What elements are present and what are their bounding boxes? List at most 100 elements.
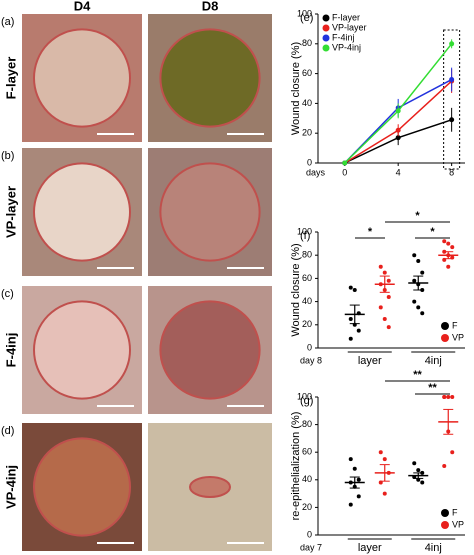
legend-label: VP-4inj: [332, 42, 361, 52]
y-axis-label: Wound closure (%): [290, 42, 302, 135]
panel-letter: (d): [1, 425, 14, 437]
dot: [386, 325, 391, 330]
y-tick-label: 60: [302, 68, 312, 78]
significance-label: *: [415, 210, 420, 222]
row-label: VP-4inj: [3, 465, 18, 509]
legend-marker: [322, 24, 330, 32]
dot: [412, 299, 417, 304]
x-prefix: day 8: [300, 355, 322, 365]
point: [449, 77, 455, 83]
dot: [382, 270, 387, 275]
row-label: F-layer: [3, 57, 18, 100]
legend-label: F-4inj: [332, 32, 355, 42]
dot: [420, 270, 425, 275]
panel-letter: (a): [1, 16, 14, 28]
panel-letter: (g): [300, 395, 313, 407]
y-tick-label: 100: [297, 226, 312, 236]
x-tick-label: 4: [396, 167, 401, 177]
legend-marker: [322, 34, 330, 42]
dot: [356, 494, 361, 499]
dot: [420, 311, 425, 316]
dot: [442, 464, 447, 468]
x-tick-label: 4inj: [425, 542, 442, 554]
dot: [382, 457, 387, 462]
legend-label: F: [452, 507, 458, 517]
y-axis-label: re-epithelialization (%): [290, 412, 302, 521]
dot: [416, 468, 421, 473]
dot: [386, 294, 391, 299]
dot: [356, 477, 361, 482]
dot: [416, 305, 421, 310]
wound: [33, 300, 131, 400]
x-tick-label: 0: [342, 167, 347, 177]
dot: [348, 336, 353, 341]
legend-label: F: [452, 320, 458, 330]
y-tick-label: 40: [302, 474, 312, 484]
y-tick-label: 20: [302, 502, 312, 512]
legend-label: VP: [452, 519, 464, 529]
wound: [33, 162, 131, 262]
y-tick-label: 80: [302, 38, 312, 48]
dot: [446, 241, 451, 246]
dot: [450, 450, 455, 455]
dot: [382, 491, 387, 496]
y-tick-label: 80: [302, 419, 312, 429]
wound: [33, 437, 131, 537]
x-prefix: day 7: [300, 542, 322, 552]
y-tick-label: 20: [302, 128, 312, 138]
dot: [348, 502, 353, 507]
dot: [378, 305, 383, 310]
x-tick-label: 8: [449, 167, 454, 177]
wound: [33, 28, 131, 128]
legend-marker: [441, 521, 449, 529]
dot: [412, 253, 417, 258]
legend-marker: [441, 509, 449, 517]
y-tick-label: 60: [302, 447, 312, 457]
dot: [348, 317, 353, 321]
dot: [378, 264, 383, 269]
line: [344, 80, 453, 164]
x-tick-label: 4inj: [425, 355, 442, 367]
y-tick-label: 20: [302, 319, 312, 329]
x-axis-label: days: [306, 167, 326, 177]
point: [395, 108, 401, 114]
dot: [420, 480, 425, 485]
dot: [412, 278, 417, 283]
significance-label: *: [368, 226, 373, 238]
dot: [416, 259, 421, 263]
panel-letter: (c): [1, 288, 14, 300]
y-tick-label: 0: [307, 342, 312, 352]
line: [344, 78, 452, 164]
dot: [450, 245, 455, 250]
significance-label: **: [428, 382, 437, 394]
y-tick-label: 60: [302, 273, 312, 283]
dot: [348, 457, 353, 462]
significance-label: **: [413, 369, 422, 381]
dot: [446, 395, 451, 399]
dot: [352, 466, 357, 471]
dot: [446, 264, 451, 269]
y-tick-label: 100: [297, 391, 312, 401]
point: [449, 117, 455, 123]
y-tick-label: 40: [302, 296, 312, 306]
row-label: VP-layer: [3, 186, 18, 238]
dot: [352, 288, 357, 292]
significance-label: *: [430, 226, 435, 238]
legend-label: VP-layer: [332, 22, 367, 32]
panel-letter: (b): [1, 150, 14, 162]
y-tick-label: 0: [307, 529, 312, 539]
legend-marker: [441, 322, 449, 330]
legend-label: VP: [452, 332, 464, 342]
wound: [159, 300, 261, 400]
wound: [159, 28, 261, 128]
dot: [348, 285, 353, 290]
column-label: D4: [74, 0, 91, 13]
panel-letter: (e): [300, 12, 313, 24]
y-tick-label: 40: [302, 98, 312, 108]
point: [395, 127, 401, 133]
dot: [442, 395, 447, 399]
point: [395, 135, 401, 141]
dot: [356, 328, 361, 333]
y-tick-label: 100: [297, 8, 312, 18]
